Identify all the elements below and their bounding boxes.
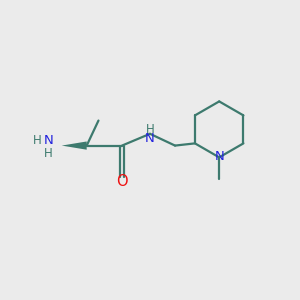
Text: N: N bbox=[44, 134, 53, 147]
Text: N: N bbox=[214, 150, 224, 163]
Text: H: H bbox=[146, 123, 154, 136]
Text: H: H bbox=[44, 147, 53, 160]
Text: H: H bbox=[33, 134, 42, 147]
Polygon shape bbox=[62, 142, 87, 150]
Text: N: N bbox=[145, 132, 155, 145]
Text: O: O bbox=[116, 174, 128, 189]
